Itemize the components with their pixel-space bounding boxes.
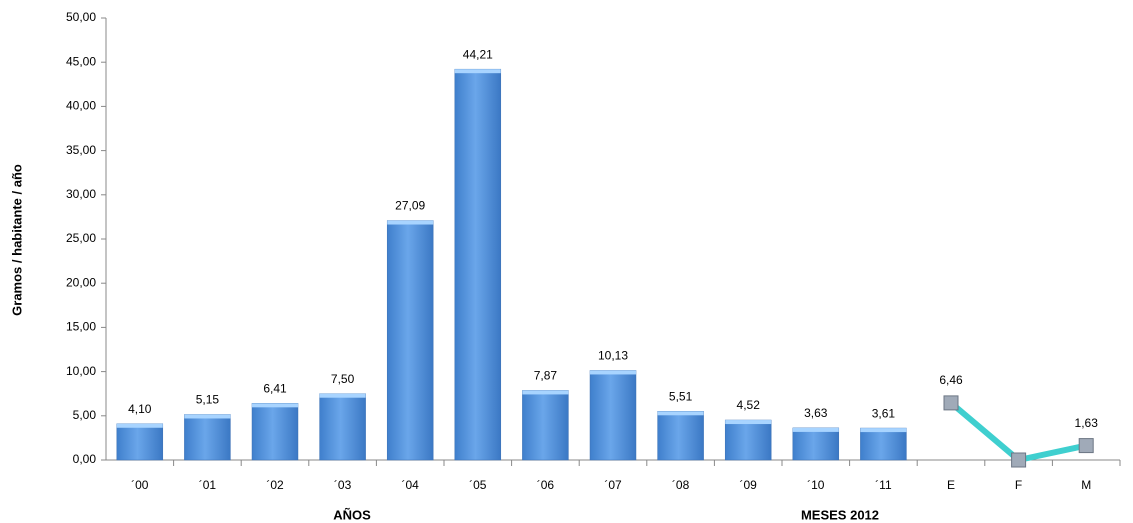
data-label: 44,21 [463, 47, 493, 61]
x-tick-label: ´09 [740, 478, 758, 492]
x-tick-label: F [1015, 478, 1022, 492]
bar [386, 220, 434, 461]
x-tick-label: ´00 [131, 478, 149, 492]
data-label: 7,50 [331, 372, 355, 386]
y-tick-label: 40,00 [66, 99, 96, 113]
y-tick-label: 15,00 [66, 320, 96, 334]
x-tick-label: ´10 [807, 478, 825, 492]
bar-cap [387, 220, 434, 225]
bar-cap [184, 414, 231, 419]
bar [251, 403, 299, 461]
x-tick-label: ´04 [402, 478, 420, 492]
x-tick-label: E [947, 478, 955, 492]
bar-cap [522, 390, 569, 395]
y-tick-label: 10,00 [66, 364, 96, 378]
x-tick-label: M [1081, 478, 1091, 492]
y-tick-label: 50,00 [66, 10, 96, 24]
bar-cap [792, 427, 839, 432]
bar [724, 419, 772, 461]
bar-cap [725, 420, 772, 425]
data-label: 3,61 [872, 406, 896, 420]
y-tick-label: 0,00 [73, 452, 97, 466]
bar [522, 390, 569, 461]
bar-cap [116, 423, 163, 428]
x-tick-label: ´01 [199, 478, 217, 492]
data-label: 10,13 [598, 349, 628, 363]
data-label: 5,15 [196, 393, 220, 407]
x-tick-label: ´08 [672, 478, 690, 492]
data-label: 4,52 [737, 398, 761, 412]
y-tick-label: 30,00 [66, 187, 96, 201]
bar [454, 68, 502, 461]
bar [589, 370, 637, 461]
x-tick-label: ´11 [875, 478, 892, 492]
bar-cap [454, 69, 501, 74]
line-marker [1078, 438, 1094, 454]
y-axis-label: Gramos / habitante / año [9, 164, 24, 316]
bar [860, 427, 907, 461]
data-label: 7,87 [534, 369, 558, 383]
data-label: 5,51 [669, 389, 693, 403]
data-label: 27,09 [395, 199, 425, 213]
bar-cap [252, 403, 298, 408]
bar-cap [319, 393, 366, 398]
x-tick-label: ´07 [604, 478, 622, 492]
line-marker [1011, 452, 1027, 468]
x-tick-label: ´03 [334, 478, 352, 492]
data-label: 6,46 [939, 373, 963, 387]
x-group-label: MESES 2012 [801, 507, 879, 522]
data-label: 1,63 [1075, 416, 1099, 430]
x-tick-label: ´02 [266, 478, 284, 492]
bar [319, 393, 366, 461]
x-tick-label: ´05 [469, 478, 487, 492]
y-tick-label: 35,00 [66, 143, 96, 157]
data-label: 6,41 [263, 382, 287, 396]
data-label: 3,63 [804, 406, 828, 420]
x-group-label: AÑOS [333, 507, 371, 522]
y-tick-label: 25,00 [66, 231, 96, 245]
line [949, 400, 1087, 463]
x-tick-label: ´06 [537, 478, 555, 492]
bar [657, 411, 704, 461]
data-label: 4,10 [128, 402, 152, 416]
bar [184, 414, 231, 461]
bar [116, 423, 164, 461]
line-marker [943, 395, 959, 411]
bar-cap [860, 428, 907, 433]
y-tick-label: 45,00 [66, 54, 96, 68]
bar-cap [657, 411, 704, 416]
bar [792, 427, 840, 461]
y-tick-label: 5,00 [73, 408, 97, 422]
y-tick-label: 20,00 [66, 275, 96, 289]
bar-cap [590, 370, 636, 375]
